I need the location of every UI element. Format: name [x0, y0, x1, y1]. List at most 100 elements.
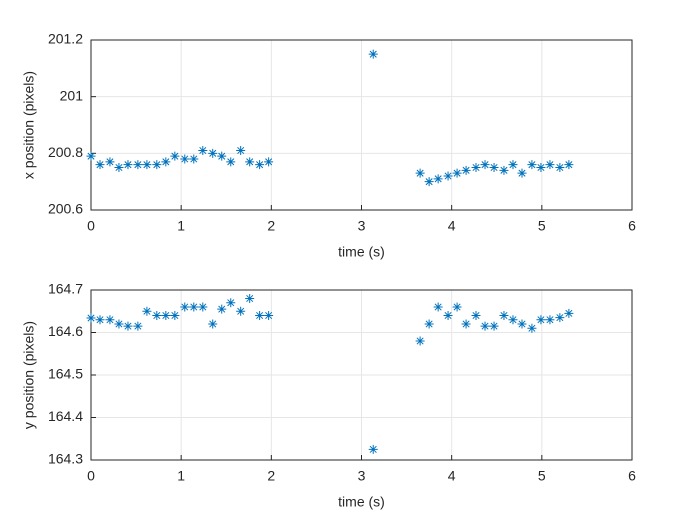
x-tick-label: 1 — [177, 468, 185, 484]
x-tick-label: 0 — [87, 468, 95, 484]
data-point — [555, 163, 565, 172]
data-point — [95, 160, 105, 170]
data-point — [433, 302, 443, 312]
y-tick-label: 201.2 — [48, 31, 83, 47]
data-point — [255, 311, 265, 320]
x-tick-label: 6 — [628, 468, 636, 484]
data-point — [508, 315, 518, 325]
x-tick-label: 5 — [538, 468, 546, 484]
data-point — [536, 163, 546, 172]
data-point — [142, 306, 152, 316]
data-point — [443, 171, 453, 181]
data-point — [461, 165, 471, 175]
x-tick-label: 5 — [538, 218, 546, 234]
y-axis-label: y position (pixels) — [21, 321, 37, 429]
data-point — [189, 302, 199, 312]
x-tick-label: 4 — [448, 218, 456, 234]
data-point — [368, 49, 378, 59]
y-tick-label: 201 — [60, 87, 84, 103]
data-point — [433, 174, 443, 184]
data-point — [264, 157, 274, 167]
data-point — [180, 154, 190, 164]
data-point — [161, 157, 171, 167]
data-point — [170, 151, 180, 161]
data-point — [114, 163, 124, 172]
y-axis-label: x position (pixels) — [21, 71, 37, 179]
x-tick-label: 3 — [358, 218, 366, 234]
data-point — [471, 163, 481, 172]
data-point — [105, 315, 115, 325]
x-tick-label: 2 — [267, 468, 275, 484]
data-point — [461, 319, 471, 329]
data-point — [198, 302, 208, 312]
data-point — [545, 315, 555, 325]
axes-frame — [90, 39, 633, 211]
data-point — [452, 168, 462, 178]
data-point — [564, 308, 574, 318]
data-point — [499, 311, 509, 320]
data-point — [564, 160, 574, 170]
data-point — [424, 177, 434, 187]
data-point — [499, 165, 509, 175]
x-tick-label: 3 — [358, 468, 366, 484]
data-point — [517, 319, 527, 329]
data-point — [217, 304, 227, 314]
x-tick-label: 1 — [177, 218, 185, 234]
x-axis-label: time (s) — [338, 494, 385, 510]
data-point — [245, 157, 255, 167]
data-point — [555, 313, 565, 323]
data-point — [170, 311, 180, 320]
y-tick-label: 200.6 — [48, 201, 83, 217]
data-point — [415, 168, 425, 178]
data-point — [489, 163, 499, 172]
data-point — [236, 306, 246, 316]
data-point — [114, 319, 124, 329]
data-point — [508, 160, 518, 170]
data-point — [86, 151, 96, 161]
y-tick-label: 164.6 — [48, 323, 83, 339]
data-point — [142, 160, 152, 170]
x-tick-label: 4 — [448, 468, 456, 484]
data-point — [152, 160, 162, 170]
data-point — [536, 315, 546, 325]
data-point — [236, 146, 246, 155]
data-point — [443, 311, 453, 320]
data-point — [208, 148, 218, 158]
data-point — [133, 321, 143, 331]
data-point — [527, 323, 537, 333]
data-point — [368, 444, 378, 454]
data-point — [133, 160, 143, 170]
y-tick-label: 164.4 — [48, 408, 83, 424]
data-point — [226, 298, 236, 308]
data-point — [489, 321, 499, 331]
data-point — [545, 160, 555, 170]
y-tick-label: 164.7 — [48, 281, 83, 297]
data-point — [517, 168, 527, 178]
data-point — [208, 319, 218, 329]
data-point — [189, 154, 199, 164]
x-tick-label: 0 — [87, 218, 95, 234]
data-point — [424, 319, 434, 329]
data-point — [152, 311, 162, 320]
data-point — [415, 336, 425, 346]
y-tick-label: 164.5 — [48, 366, 83, 382]
data-point — [217, 151, 227, 161]
data-point — [123, 321, 133, 331]
x-tick-label: 2 — [267, 218, 275, 234]
y-tick-label: 200.8 — [48, 144, 83, 160]
data-point — [245, 294, 255, 303]
data-point — [264, 311, 274, 320]
data-point — [86, 313, 96, 323]
data-point — [255, 160, 265, 170]
data-point — [161, 311, 171, 320]
x-tick-label: 6 — [628, 218, 636, 234]
data-point — [452, 302, 462, 312]
data-point — [471, 311, 481, 320]
data-point — [95, 315, 105, 325]
data-point — [226, 157, 236, 167]
x-axis-label: time (s) — [338, 244, 385, 260]
data-point — [480, 321, 490, 331]
axes-frame — [90, 289, 633, 461]
y-tick-label: 164.3 — [48, 451, 83, 467]
